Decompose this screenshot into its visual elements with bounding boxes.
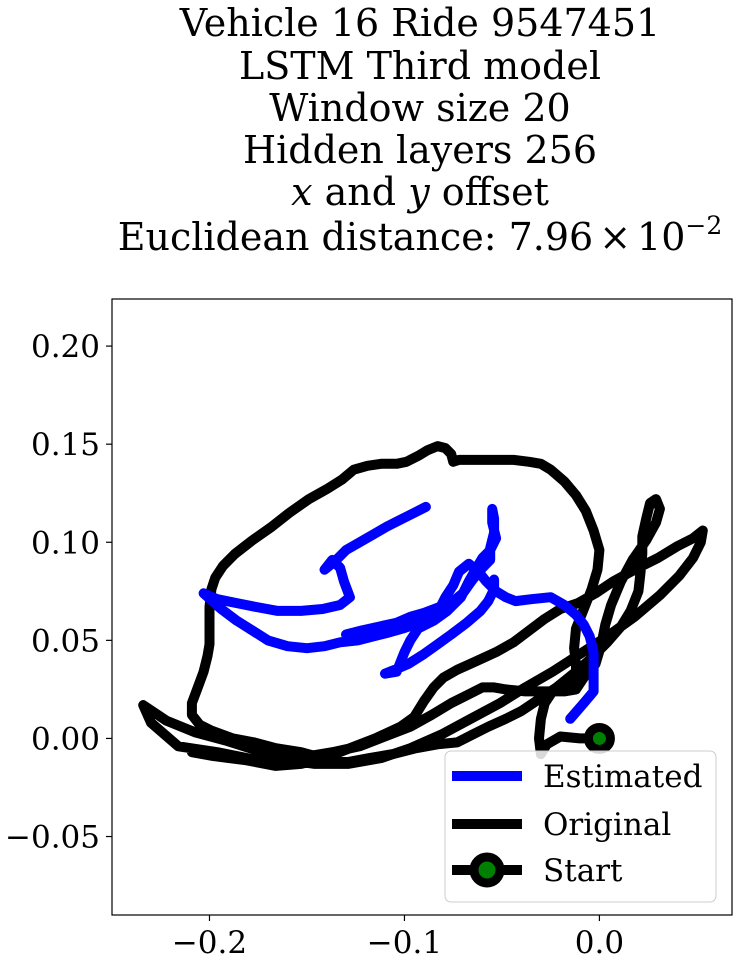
title-distance-base: 10 [637,215,685,259]
series-layer [138,441,708,771]
y-tick-label: 0.05 [31,623,100,659]
y-axis-ticks: −0.05 0.00 0.05 0.10 0.15 0.20 [5,329,112,856]
title-distance-prefix: Euclidean distance: 7.96 [118,215,593,259]
title-line-1: Vehicle 16 Ride 9547451 [179,1,660,45]
legend-marker-start [469,852,505,888]
legend-label-start: Start [543,853,623,889]
x-tick-label: −0.2 [172,925,247,961]
legend: Estimated Original Start [444,750,717,903]
title-distance-exponent: −2 [685,211,722,240]
series-line-estimated-1 [341,503,502,679]
x-tick-label: −0.1 [367,925,442,961]
start-layer [583,722,615,754]
title-line-2: LSTM Third model [239,44,601,88]
legend-label-original: Original [543,807,671,843]
y-tick-label: 0.00 [31,721,100,757]
y-tick-label: 0.15 [31,427,100,463]
title-y-var: y [406,170,430,214]
title-line-distance: Euclidean distance: 7.96 × 10−2 [118,211,723,259]
y-tick-label: 0.10 [31,525,100,561]
plot-frame [111,298,733,916]
start-marker [583,722,615,754]
legend-box [444,750,717,903]
title-line-4: Hidden layers 256 [243,128,597,172]
legend-label-estimated: Estimated [543,759,702,795]
x-axis-ticks: −0.2 −0.1 0.0 [172,915,624,961]
title-x-var: x [291,170,312,214]
series-line-original-2 [138,441,708,771]
y-tick-label: 0.20 [31,329,100,365]
title-offset-word: offset [430,170,549,214]
title-and: and [313,170,409,214]
y-tick-label: −0.05 [5,820,100,856]
x-tick-label: 0.0 [575,925,624,961]
chart-title: Vehicle 16 Ride 9547451 LSTM Third model… [118,1,723,259]
title-line-offset: x and y offset [291,170,549,214]
series-line-estimated-0 [198,501,599,724]
title-line-3: Window size 20 [269,86,570,130]
title-distance-times: × [599,215,631,259]
